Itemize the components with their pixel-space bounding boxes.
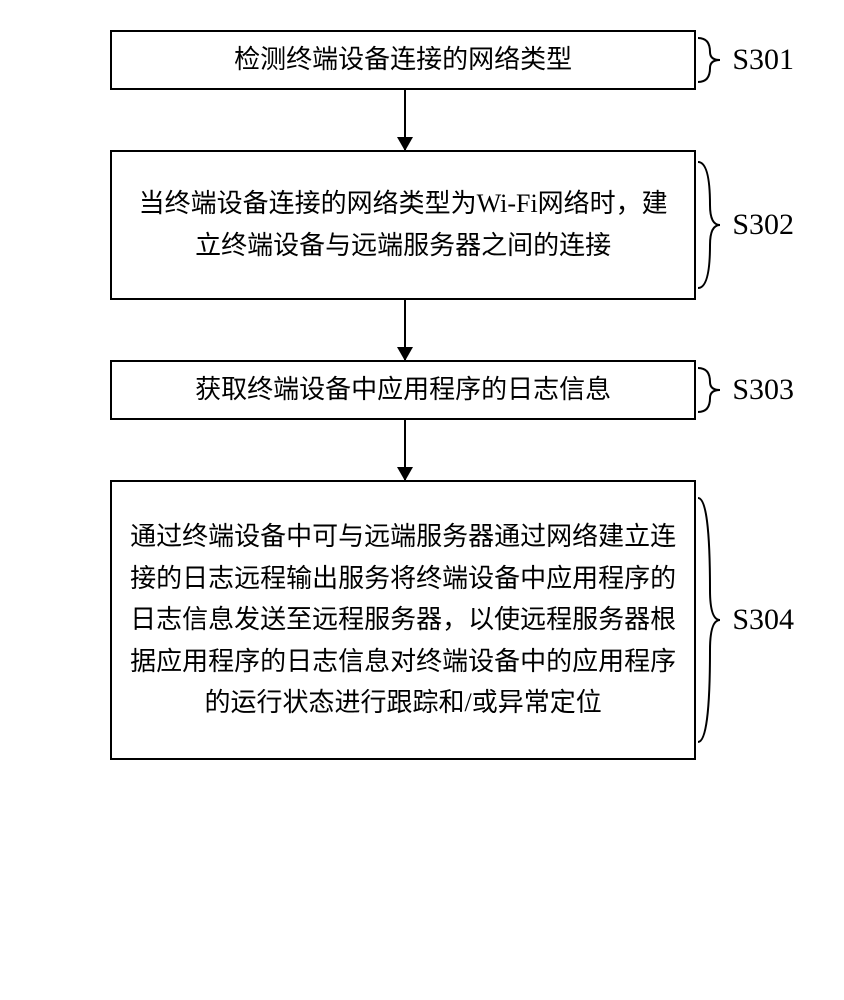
- node-label: S302: [732, 208, 794, 242]
- brace-icon: [696, 480, 732, 760]
- flowchart-row: 获取终端设备中应用程序的日志信息 S303: [50, 360, 794, 420]
- brace-icon: [696, 30, 732, 90]
- flowchart-node: 检测终端设备连接的网络类型: [110, 30, 696, 90]
- brace-icon: [696, 150, 732, 300]
- flowchart-container: 检测终端设备连接的网络类型 S301 当终端设备连接的网络类型为Wi-Fi网络时…: [50, 30, 794, 760]
- node-text: 获取终端设备中应用程序的日志信息: [195, 369, 611, 411]
- flowchart-arrow: [110, 90, 700, 150]
- node-label: S304: [732, 603, 794, 637]
- flowchart-node: 当终端设备连接的网络类型为Wi-Fi网络时，建立终端设备与远端服务器之间的连接: [110, 150, 696, 300]
- label-cell: S304: [696, 480, 794, 760]
- node-label: S301: [732, 43, 794, 77]
- flowchart-row: 检测终端设备连接的网络类型 S301: [50, 30, 794, 90]
- node-label: S303: [732, 373, 794, 407]
- label-cell: S301: [696, 30, 794, 90]
- node-text: 当终端设备连接的网络类型为Wi-Fi网络时，建立终端设备与远端服务器之间的连接: [130, 183, 676, 266]
- label-cell: S303: [696, 360, 794, 420]
- flowchart-arrow: [110, 420, 700, 480]
- node-text: 检测终端设备连接的网络类型: [234, 39, 572, 81]
- flowchart-row: 当终端设备连接的网络类型为Wi-Fi网络时，建立终端设备与远端服务器之间的连接 …: [50, 150, 794, 300]
- flowchart-node: 通过终端设备中可与远端服务器通过网络建立连接的日志远程输出服务将终端设备中应用程…: [110, 480, 696, 760]
- flowchart-arrow: [110, 300, 700, 360]
- node-text: 通过终端设备中可与远端服务器通过网络建立连接的日志远程输出服务将终端设备中应用程…: [130, 516, 676, 724]
- brace-icon: [696, 360, 732, 420]
- label-cell: S302: [696, 150, 794, 300]
- flowchart-row: 通过终端设备中可与远端服务器通过网络建立连接的日志远程输出服务将终端设备中应用程…: [50, 480, 794, 760]
- flowchart-node: 获取终端设备中应用程序的日志信息: [110, 360, 696, 420]
